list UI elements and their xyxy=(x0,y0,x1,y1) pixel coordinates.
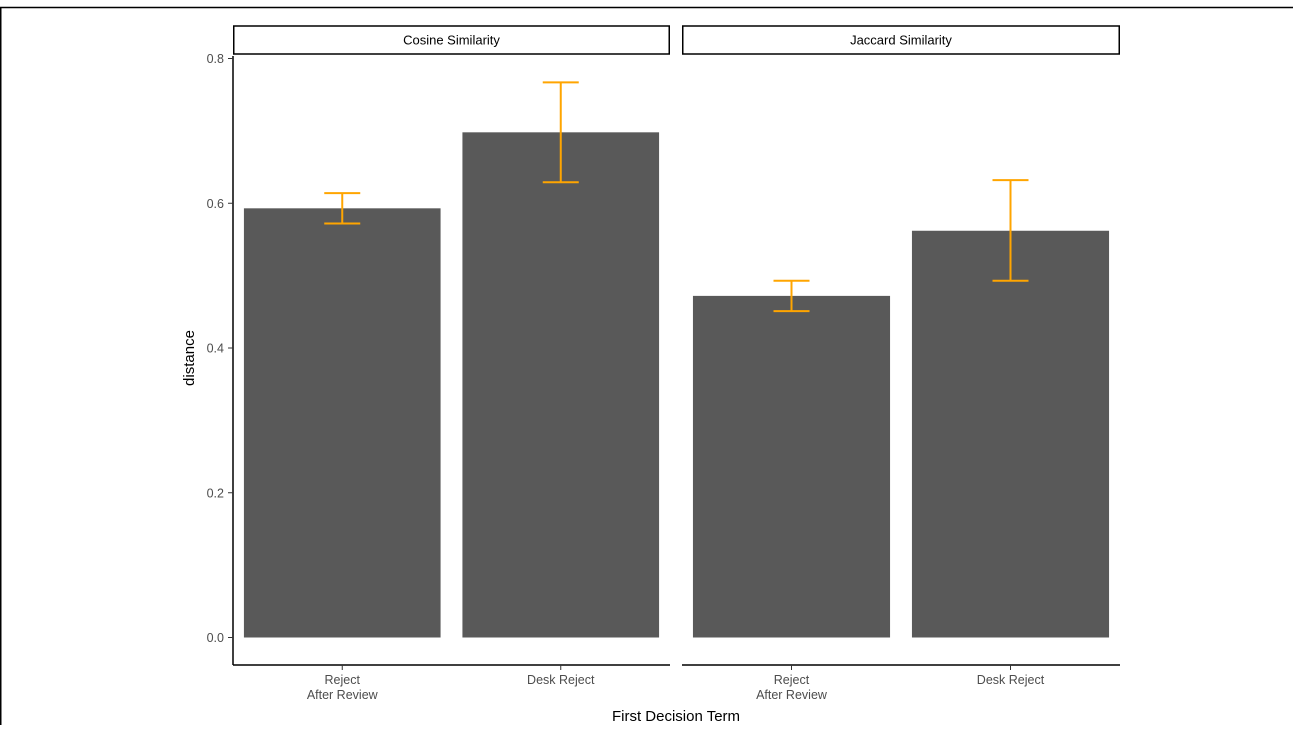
bar xyxy=(243,208,441,638)
x-tick-label-line: After Review xyxy=(307,688,379,702)
bar xyxy=(462,132,660,638)
facet-strip-label: Cosine Similarity xyxy=(403,33,500,48)
panel-0: Cosine Similarity Reject After Review Desk … xyxy=(233,25,670,702)
y-tick-label: 0.4 xyxy=(207,342,224,356)
y-tick-label: 0.0 xyxy=(207,631,224,645)
x-tick-label-line: Reject xyxy=(325,673,361,687)
error-bar xyxy=(324,192,361,225)
y-tick-label: 0.6 xyxy=(207,197,224,211)
error-bar xyxy=(773,279,810,313)
y-tick-label: 0.2 xyxy=(207,486,224,500)
facet-strip xyxy=(233,25,670,55)
y-axis: 0.0 0.2 0.4 0.6 0.8 xyxy=(207,52,234,665)
facet-strip-label: Jaccard Similarity xyxy=(850,33,952,48)
error-bar xyxy=(992,179,1029,282)
x-tick-label: Reject After Review xyxy=(756,673,828,702)
facet-strip xyxy=(682,25,1120,55)
x-tick-label: Desk Reject xyxy=(977,673,1045,687)
y-tick-label: 0.8 xyxy=(207,52,224,66)
x-axis-title: First Decision Term xyxy=(612,708,740,725)
y-axis-title: distance xyxy=(181,330,198,386)
x-tick-label: Reject After Review xyxy=(307,673,379,702)
panel-1: Jaccard Similarity Reject After Review Desk… xyxy=(682,25,1120,702)
x-tick-label-line: Desk Reject xyxy=(527,673,595,687)
x-tick-label-line: After Review xyxy=(756,688,828,702)
bar xyxy=(911,230,1110,638)
x-tick-label: Desk Reject xyxy=(527,673,595,687)
x-tick-label-line: Reject xyxy=(774,673,810,687)
bar xyxy=(692,295,891,638)
x-tick-label-line: Desk Reject xyxy=(977,673,1045,687)
error-bar xyxy=(542,81,579,184)
